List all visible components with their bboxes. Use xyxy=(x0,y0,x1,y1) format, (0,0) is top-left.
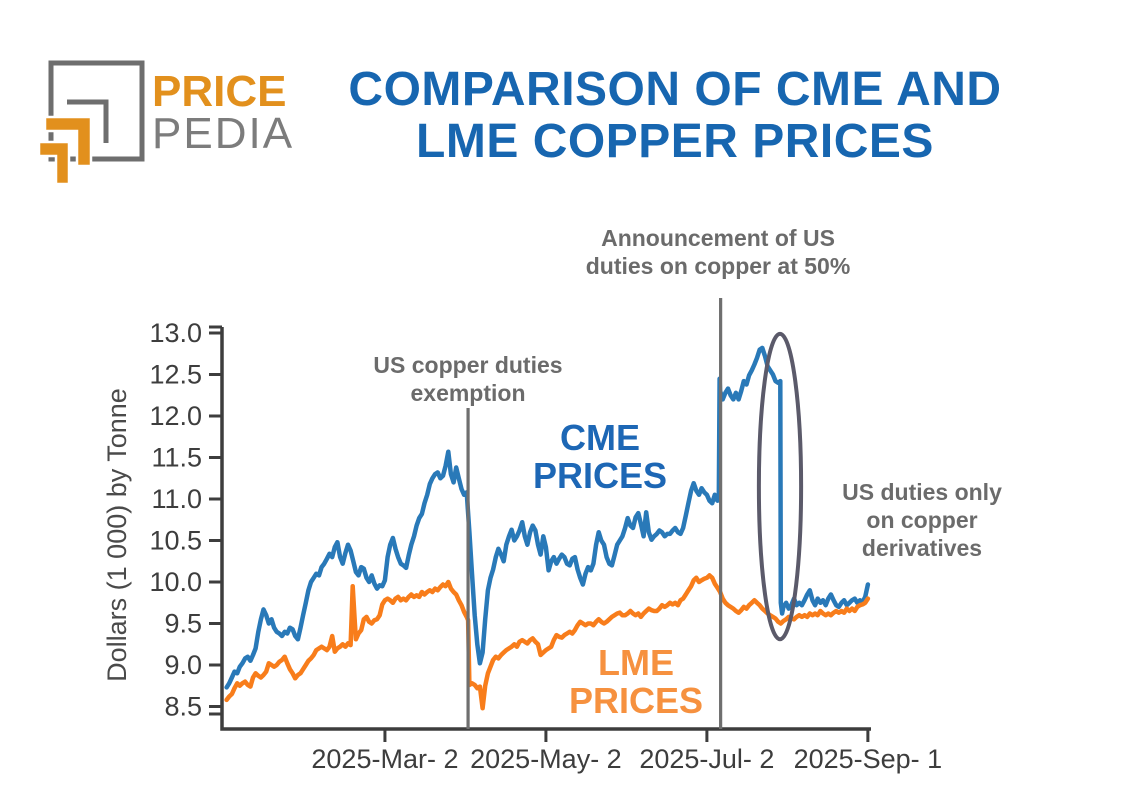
y-tick-label: 11.5 xyxy=(151,443,202,473)
logo-word-pedia: PEDIA xyxy=(152,109,295,158)
logo-orange-corner-large xyxy=(43,115,93,168)
cme-series-label-line2: PRICES xyxy=(532,455,668,496)
y-tick-label: 13.0 xyxy=(149,318,202,348)
annotation-exemption: US copper duties exemption xyxy=(318,351,618,407)
cme-series-label-line1: CME xyxy=(560,417,640,458)
logo-inner-bracket xyxy=(67,99,109,143)
y-tick-label: 12.5 xyxy=(149,360,202,390)
cme-series-label: CME PRICES xyxy=(470,419,730,495)
x-tick-label: 2025-May- 2 xyxy=(470,744,622,774)
logo-word-price: PRICE xyxy=(152,67,287,116)
cme-price-line xyxy=(224,345,871,690)
page-title-line1: COMPARISON OF CME AND xyxy=(348,63,1002,116)
annotation-derivatives: US duties only on copper derivatives xyxy=(797,478,1047,562)
annotation-exemption-line1: US copper duties xyxy=(373,352,563,378)
logo-orange-corner-small xyxy=(37,140,71,186)
y-tick-label: 10.0 xyxy=(149,567,202,597)
y-tick-label: 9.5 xyxy=(164,609,202,639)
y-tick-label: 10.5 xyxy=(149,526,202,556)
axis-spines xyxy=(220,327,871,731)
annotation-derivatives-line2: on copper xyxy=(866,507,978,533)
annotation-announcement: Announcement of US duties on copper at 5… xyxy=(543,224,893,280)
y-tick-label: 8.5 xyxy=(164,692,202,722)
y-tick-label: 12.0 xyxy=(149,401,202,431)
logo-outer-square xyxy=(48,60,145,162)
lme-series-label: LME PRICES xyxy=(506,644,766,720)
x-tick-label: 2025-Sep- 1 xyxy=(794,744,943,774)
x-tick-label: 2025-Jul- 2 xyxy=(639,744,774,774)
lme-series-label-line1: LME xyxy=(598,642,674,683)
lme-price-line xyxy=(224,573,871,711)
lme-series-label-line2: PRICES xyxy=(568,680,704,721)
y-tick-label: 11.0 xyxy=(151,484,202,514)
annotation-announcement-line1: Announcement of US xyxy=(601,225,835,251)
y-axis-label: Dollars (1 000) by Tonne xyxy=(102,388,132,682)
page-title-line2: LME COPPER PRICES xyxy=(416,115,934,168)
annotation-exemption-line2: exemption xyxy=(410,380,526,406)
price-drop-ellipse xyxy=(756,331,804,642)
pricepedia-logo-mark xyxy=(37,60,145,186)
y-tick-label: 9.0 xyxy=(164,650,202,680)
annotation-derivatives-line3: derivatives xyxy=(861,535,983,561)
x-tick-label: 2025-Mar- 2 xyxy=(311,744,458,774)
annotation-announcement-line2: duties on copper at 50% xyxy=(585,253,851,279)
page-title: COMPARISON OF CME AND LME COPPER PRICES xyxy=(280,64,1070,168)
annotation-derivatives-line1: US duties only xyxy=(842,479,1002,505)
